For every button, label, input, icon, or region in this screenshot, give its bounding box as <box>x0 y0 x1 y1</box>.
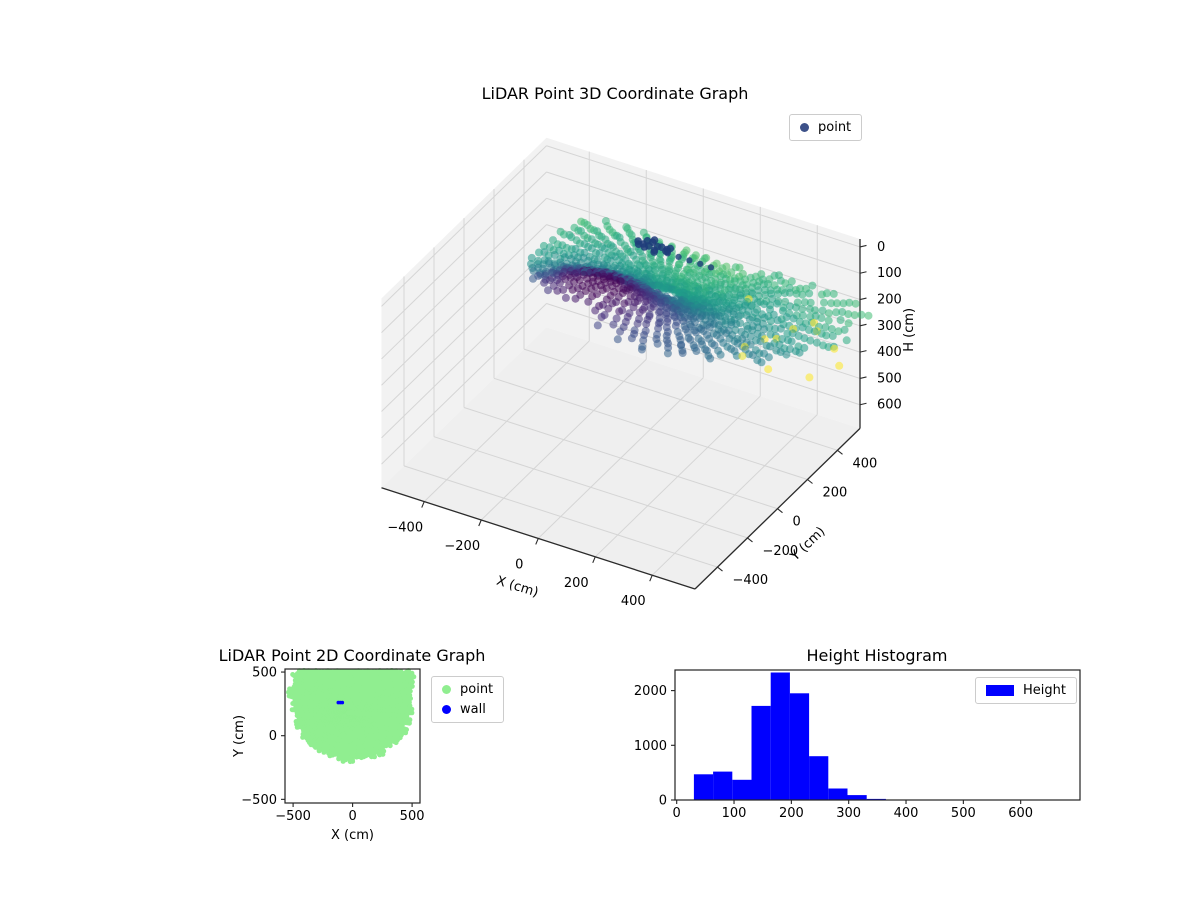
legend-label-wall: wall <box>460 702 486 717</box>
y-tick-label: 400 <box>853 456 878 471</box>
point-marker-icon <box>442 685 451 694</box>
x-tick-label: 500 <box>400 809 425 824</box>
legend-row-wall: wall <box>442 702 493 717</box>
2d-axes: −500 0 500 500 0 −500 X (cm) Y (cm) <box>232 666 425 843</box>
hist-bar <box>693 774 714 800</box>
z-tick-label: 200 <box>877 293 902 308</box>
y-tick-label: 0 <box>659 794 667 809</box>
x-tick-label: 100 <box>722 806 747 821</box>
y-tick-label: −500 <box>241 793 277 808</box>
x-tick-label: 500 <box>951 806 976 821</box>
hist-bar <box>751 705 771 800</box>
z-tick-label: 100 <box>877 266 902 281</box>
z-tick-label: 0 <box>877 240 885 255</box>
hist-bar <box>789 693 810 800</box>
point-marker-icon <box>800 123 809 132</box>
hist-bar <box>770 672 790 800</box>
x-tick-label: −400 <box>387 521 423 536</box>
z-tick-label: 300 <box>877 319 902 334</box>
legend-label-height: Height <box>1023 683 1066 698</box>
y-axis-label: Y (cm) <box>232 715 247 758</box>
plot3d-title: LiDAR Point 3D Coordinate Graph <box>481 84 749 103</box>
x-axis-label: X (cm) <box>495 574 541 601</box>
hist-bar <box>809 756 829 800</box>
hist-bar <box>828 788 848 800</box>
plot3d-legend: point <box>789 114 863 141</box>
x-tick-label: 400 <box>894 806 919 821</box>
x-tick-label: 0 <box>348 809 356 824</box>
y-tick-label: 200 <box>823 486 848 501</box>
histogram-title: Height Histogram <box>806 646 948 665</box>
x-tick-label: −200 <box>444 539 480 554</box>
plot2d-legend: point wall <box>431 676 505 723</box>
3d-scatter-points <box>527 217 873 382</box>
z-tick-label: 600 <box>877 398 902 413</box>
x-tick-label: 0 <box>515 557 523 572</box>
hist-bar <box>713 771 733 800</box>
wall-marker-icon <box>442 705 451 714</box>
legend-row-point: point <box>442 682 493 697</box>
x-tick-label: −500 <box>275 809 311 824</box>
y-tick-label: 2000 <box>634 684 667 699</box>
legend-label-point: point <box>460 682 494 697</box>
y-tick-label: −200 <box>763 544 799 559</box>
x-axis-label: X (cm) <box>331 828 374 843</box>
x-tick-label: 200 <box>564 576 589 591</box>
2d-scatter-points <box>286 668 417 765</box>
height-swatch-icon <box>986 685 1014 696</box>
x-tick-label: 200 <box>779 806 804 821</box>
z-tick-label: 400 <box>877 345 902 360</box>
y-tick-label: −400 <box>733 573 769 588</box>
x-tick-label: 400 <box>621 594 646 609</box>
x-tick-label: 0 <box>673 806 681 821</box>
y-tick-label: 0 <box>269 729 277 744</box>
legend-label-point: point <box>818 120 852 135</box>
histogram-legend: Height <box>975 677 1077 704</box>
plot2d-title: LiDAR Point 2D Coordinate Graph <box>218 646 486 665</box>
legend-row-height: Height <box>986 683 1066 698</box>
z-axis-label: H (cm) <box>902 308 917 352</box>
y-tick-label: 0 <box>793 515 801 530</box>
hist-bar <box>732 779 752 800</box>
3d-axes: −400 −200 0 200 400 400 200 0 −200 −400 0 100 200 300… <box>381 137 917 609</box>
hist-axes: 0 100 200 300 400 500 600 0 1000 2000 <box>634 669 1081 821</box>
z-tick-label: 500 <box>877 371 902 386</box>
x-tick-label: 600 <box>1008 806 1033 821</box>
hist-bar <box>847 795 867 800</box>
legend-row-point: point <box>800 120 851 135</box>
y-tick-label: 1000 <box>634 739 667 754</box>
x-tick-label: 300 <box>836 806 861 821</box>
y-tick-label: 500 <box>252 666 277 681</box>
